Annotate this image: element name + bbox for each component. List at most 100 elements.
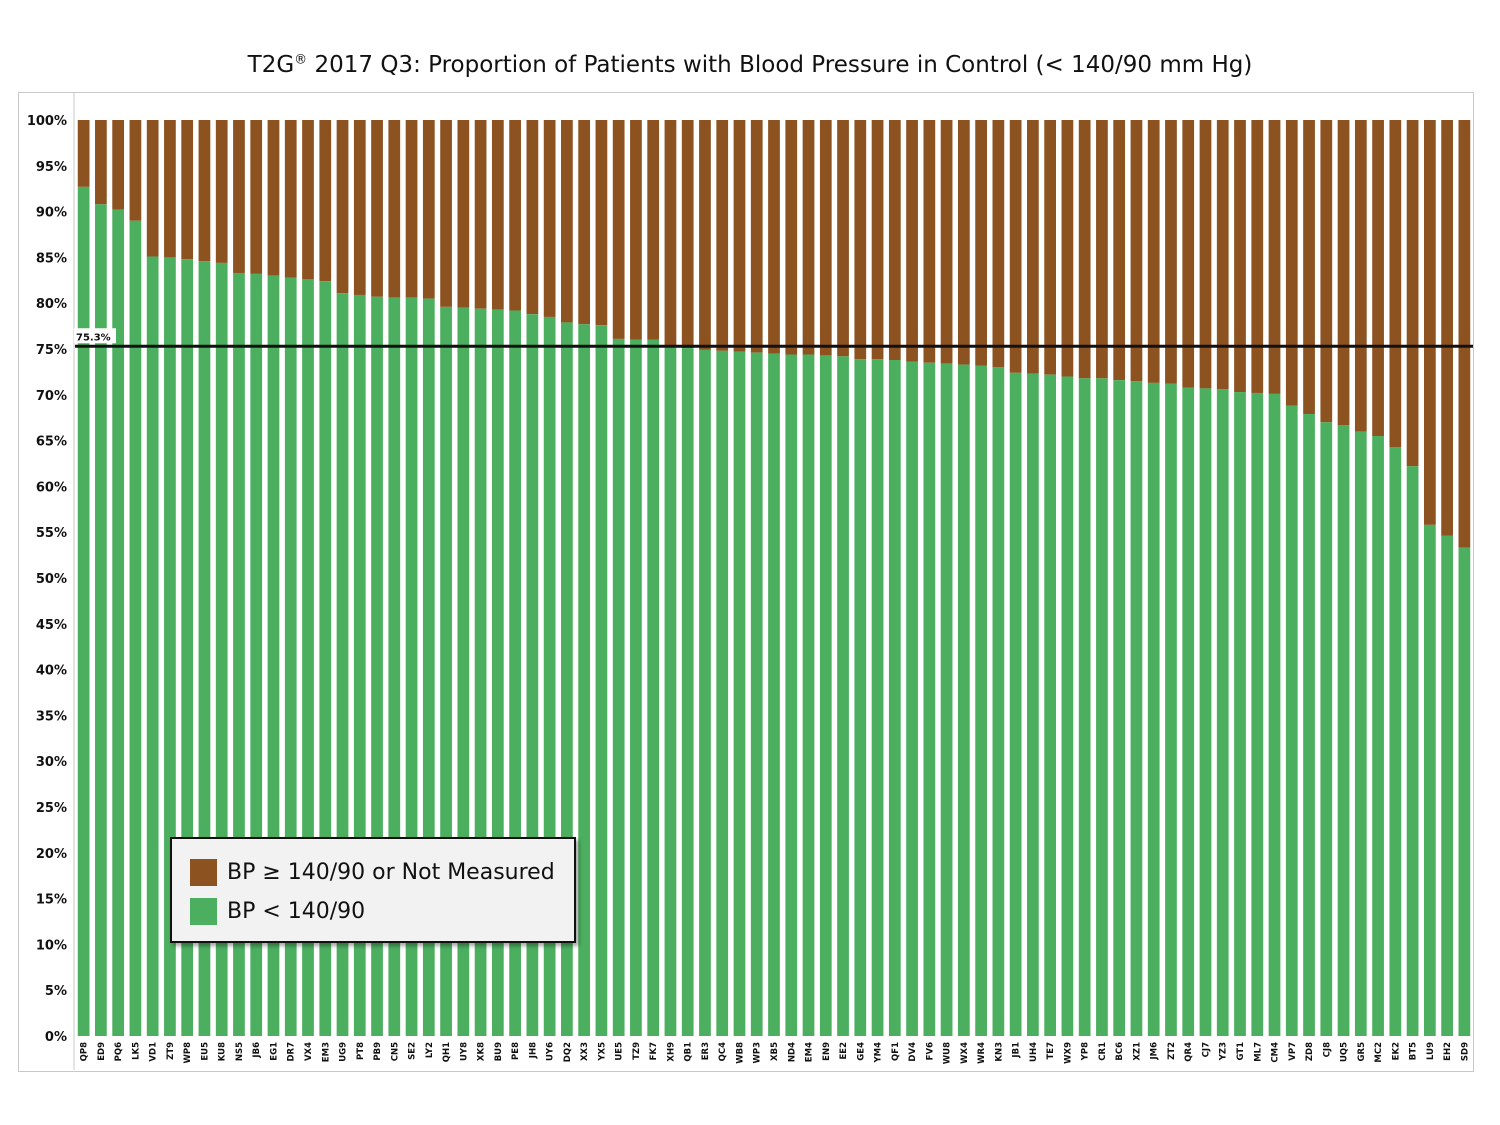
- x-tick-label: PT8: [356, 1042, 366, 1060]
- bar-uncontrolled: [336, 120, 349, 294]
- bar-controlled: [422, 298, 435, 1036]
- y-tick-label: 80%: [36, 297, 67, 312]
- chart-title: T2G® 2017 Q3: Proportion of Patients wit…: [0, 52, 1500, 78]
- bar-controlled: [1165, 383, 1177, 1037]
- bar-controlled: [699, 349, 711, 1036]
- bar-uncontrolled: [819, 120, 832, 356]
- bar-uncontrolled: [164, 120, 176, 258]
- bar-controlled: [888, 359, 901, 1036]
- bar-uncontrolled: [526, 120, 539, 315]
- bar-controlled: [664, 347, 677, 1037]
- bar-controlled: [957, 364, 970, 1036]
- bar-controlled: [164, 257, 176, 1036]
- bar-controlled: [819, 355, 832, 1036]
- title-main: T2G: [247, 52, 295, 78]
- x-tick-label: JB6: [252, 1042, 262, 1059]
- bar-uncontrolled: [1044, 120, 1057, 375]
- bar-uncontrolled: [284, 120, 297, 278]
- y-tick-label: 95%: [36, 160, 67, 175]
- bar-controlled: [854, 359, 867, 1036]
- y-tick-label: 35%: [36, 709, 67, 724]
- bar-uncontrolled: [957, 120, 970, 365]
- x-tick-label: SD9: [1460, 1042, 1470, 1061]
- bar-uncontrolled: [1406, 120, 1419, 467]
- bar-controlled: [267, 275, 280, 1037]
- bar-controlled: [543, 316, 556, 1036]
- x-tick-label: LK5: [131, 1042, 141, 1060]
- bar-uncontrolled: [353, 120, 366, 295]
- bar-controlled: [1251, 392, 1264, 1036]
- bar-uncontrolled: [561, 120, 573, 323]
- bar-uncontrolled: [681, 120, 694, 349]
- x-tick-label: CN5: [390, 1042, 400, 1061]
- x-tick-label: VX4: [304, 1042, 314, 1061]
- bar-controlled: [1337, 425, 1350, 1036]
- x-tick-label: XZ1: [1132, 1042, 1142, 1061]
- x-tick-label: EM4: [805, 1042, 815, 1062]
- bar-controlled: [1027, 373, 1039, 1036]
- bar-uncontrolled: [1113, 120, 1126, 381]
- bar-controlled: [785, 354, 798, 1037]
- x-tick-label: MC2: [1374, 1042, 1384, 1063]
- bar-uncontrolled: [95, 120, 107, 205]
- bar-controlled: [112, 209, 125, 1036]
- bar-controlled: [215, 262, 228, 1036]
- x-tick-label: TE7: [1046, 1042, 1056, 1060]
- bar-controlled: [1113, 380, 1126, 1036]
- x-tick-label: CM4: [1271, 1042, 1281, 1063]
- bar-controlled: [353, 294, 366, 1036]
- x-tick-label: YP8: [1081, 1042, 1091, 1061]
- x-tick-label: CJ8: [1322, 1042, 1332, 1057]
- bar-uncontrolled: [302, 120, 314, 280]
- x-tick-label: BC6: [1115, 1042, 1125, 1061]
- bar-controlled: [1389, 447, 1402, 1037]
- bar-controlled: [1441, 535, 1453, 1036]
- bar-uncontrolled: [509, 120, 521, 311]
- bar-uncontrolled: [388, 120, 401, 298]
- bar-uncontrolled: [1372, 120, 1384, 437]
- x-tick-label: WP8: [183, 1042, 193, 1064]
- bar-uncontrolled: [837, 120, 849, 357]
- y-tick-label: 15%: [36, 893, 67, 908]
- x-tick-label: YX5: [597, 1042, 607, 1062]
- x-tick-label: ML7: [1253, 1042, 1263, 1062]
- x-tick-label: EM3: [321, 1042, 331, 1062]
- bar-uncontrolled: [1389, 120, 1402, 448]
- bar-controlled: [95, 204, 107, 1037]
- bar-uncontrolled: [181, 120, 194, 260]
- bar-uncontrolled: [233, 120, 245, 273]
- bar-controlled: [750, 352, 763, 1036]
- legend: BP ≥ 140/90 or Not Measured BP < 140/90: [170, 837, 576, 943]
- y-tick-label: 90%: [36, 206, 67, 221]
- x-tick-label: YZ3: [1219, 1042, 1229, 1061]
- bar-controlled: [1423, 524, 1436, 1036]
- bar-uncontrolled: [77, 120, 90, 187]
- bar-controlled: [837, 356, 849, 1036]
- bar-controlled: [198, 261, 211, 1037]
- bar-uncontrolled: [612, 120, 625, 339]
- x-tick-label: EE2: [839, 1042, 849, 1060]
- bar-uncontrolled: [457, 120, 470, 308]
- x-tick-label: EH2: [1443, 1042, 1453, 1061]
- x-tick-label: NS5: [235, 1042, 245, 1061]
- y-tick-label: 50%: [36, 572, 67, 587]
- bar-uncontrolled: [198, 120, 211, 262]
- bar-uncontrolled: [405, 120, 418, 298]
- y-tick-label: 100%: [27, 114, 67, 129]
- bar-controlled: [1372, 436, 1384, 1036]
- bar-controlled: [233, 272, 245, 1036]
- x-tick-label: WU8: [943, 1042, 953, 1064]
- x-tick-label: WB8: [735, 1042, 745, 1064]
- bar-uncontrolled: [716, 120, 729, 351]
- bar-controlled: [1044, 374, 1057, 1036]
- bar-controlled: [129, 220, 142, 1036]
- bar-uncontrolled: [1337, 120, 1350, 426]
- x-tick-label: FK7: [649, 1042, 659, 1060]
- bar-controlled: [561, 322, 573, 1036]
- x-tick-label: CJ7: [1201, 1042, 1211, 1057]
- title-rest: 2017 Q3: Proportion of Patients with Blo…: [307, 52, 1253, 78]
- bar-uncontrolled: [768, 120, 780, 354]
- bar-uncontrolled: [906, 120, 918, 362]
- bar-uncontrolled: [940, 120, 953, 364]
